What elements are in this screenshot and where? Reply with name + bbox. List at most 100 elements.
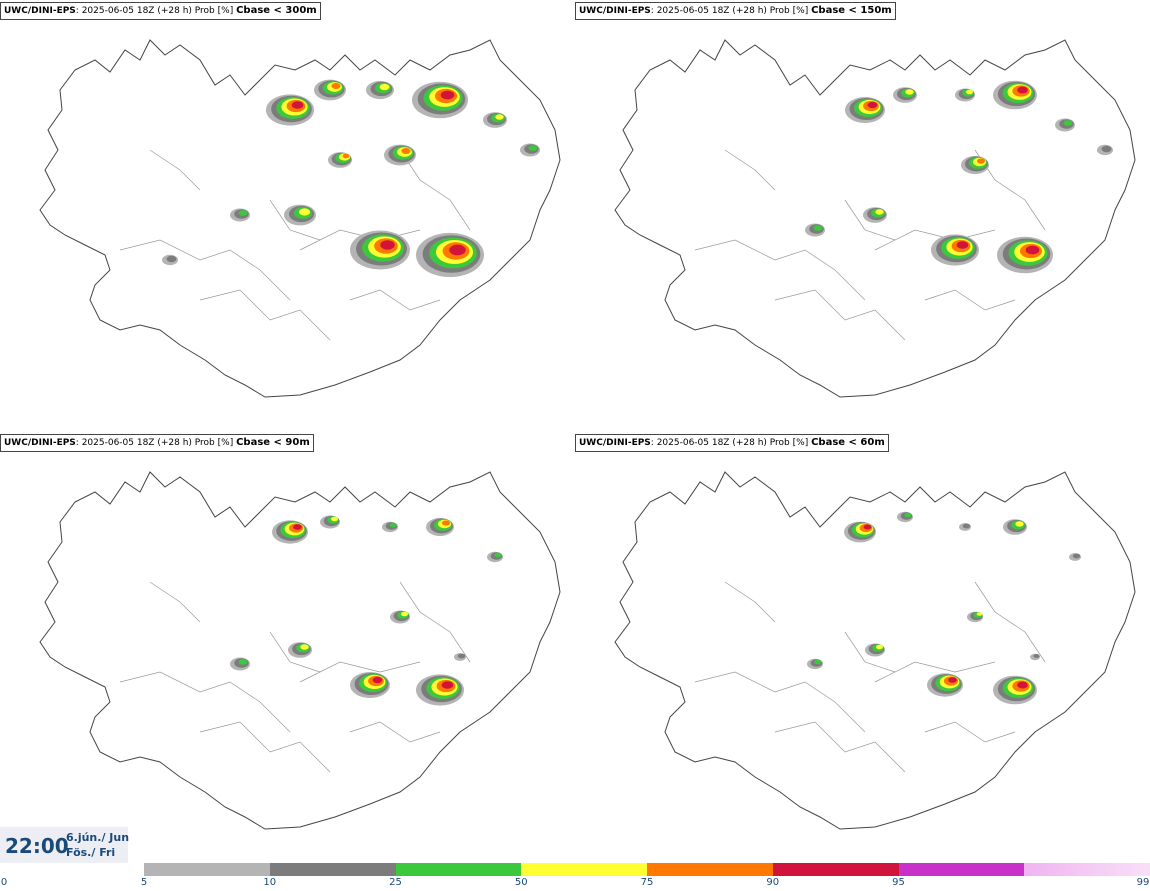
probability-level-3 (494, 552, 502, 558)
probability-level-5 (331, 83, 341, 89)
inland-boundary-2 (199, 721, 331, 773)
probability-area-5 (1069, 553, 1081, 561)
probability-area-11 (1097, 144, 1113, 156)
inland-boundary-6 (149, 149, 201, 191)
valid-date-line1: 6.jún./ Jun (66, 831, 130, 844)
colorbar-tick-label: 99 (1136, 877, 1150, 888)
probability-area-2 (314, 79, 346, 101)
map-panel-2: UWC/DINI-EPS: 2025-06-05 18Z (+28 h) Pro… (575, 0, 1150, 430)
probability-level-5 (977, 158, 985, 164)
probability-level-3 (389, 522, 397, 528)
probability-level-4 (401, 611, 408, 617)
model-name: UWC/DINI-EPS (579, 6, 651, 16)
probability-level-6 (956, 241, 969, 249)
probability-area-9 (927, 673, 963, 697)
probability-level-2 (962, 523, 971, 529)
probability-area-1 (845, 97, 885, 123)
run-info: : 2025-06-05 18Z (+28 h) Prob [%] (650, 6, 809, 16)
probability-level-3 (904, 512, 912, 518)
valid-time: 22:00 (5, 834, 69, 858)
colorbar-tick-label: 95 (892, 877, 905, 888)
probability-level-3 (528, 145, 538, 151)
variable-name: Cbase < 60m (811, 437, 885, 448)
colorbar-segment-8 (1024, 863, 1150, 876)
colorbar-segment-4 (521, 863, 648, 876)
inland-boundary-2 (199, 289, 331, 341)
probability-level-6 (291, 101, 304, 109)
probability-area-5 (483, 112, 507, 128)
probability-area-1 (272, 520, 308, 544)
panel-title: UWC/DINI-EPS: 2025-06-05 18Z (+28 h) Pro… (0, 2, 321, 20)
probability-level-3 (814, 659, 822, 665)
probability-area-1 (844, 521, 876, 543)
variable-name: Cbase < 90m (236, 437, 310, 448)
probability-level-2 (1101, 145, 1112, 153)
probability-level-4 (379, 83, 390, 91)
probability-level-2 (166, 255, 177, 263)
probability-area-6 (384, 144, 416, 166)
probability-area-3 (382, 521, 398, 533)
map-panel-1: UWC/DINI-EPS: 2025-06-05 18Z (+28 h) Pro… (0, 0, 575, 430)
probability-level-4 (331, 516, 338, 522)
colorbar-segment-3 (395, 863, 522, 876)
map-panel-3: UWC/DINI-EPS: 2025-06-05 18Z (+28 h) Pro… (0, 432, 575, 862)
inland-boundary-4 (924, 721, 1016, 743)
inland-boundary-5 (269, 199, 321, 241)
model-name: UWC/DINI-EPS (579, 438, 651, 448)
iceland-map (614, 39, 1136, 398)
probability-level-5 (401, 148, 411, 154)
probability-level-4 (875, 209, 884, 215)
colorbar-tick-label: 50 (514, 877, 528, 888)
probability-level-4 (495, 114, 504, 120)
probability-level-6 (863, 524, 872, 530)
probability-level-4 (876, 644, 883, 650)
panel-title: UWC/DINI-EPS: 2025-06-05 18Z (+28 h) Pro… (0, 434, 314, 452)
probability-area-8 (230, 657, 250, 671)
probability-level-6 (867, 101, 878, 109)
probability-level-2 (457, 653, 466, 659)
probability-area-4 (1003, 519, 1027, 535)
probability-area-9 (931, 234, 979, 266)
probability-area-12 (162, 254, 178, 266)
probability-area-7 (328, 152, 352, 168)
inland-boundary-1 (694, 671, 866, 733)
probability-level-6 (449, 244, 466, 256)
probability-level-6 (441, 681, 454, 689)
probability-level-3 (813, 225, 823, 231)
colorbar-tick-label: 75 (640, 877, 654, 888)
probability-area-2 (320, 515, 340, 529)
colorbar-tick-label: 5 (140, 877, 148, 888)
probability-area-3 (955, 88, 975, 102)
probability-level-6 (1025, 245, 1040, 255)
probability-level-4 (905, 89, 914, 95)
probability-area-2 (893, 87, 917, 103)
inland-boundary-1 (119, 239, 291, 301)
model-name: UWC/DINI-EPS (4, 6, 76, 16)
probability-area-9 (350, 672, 390, 698)
probability-area-4 (412, 81, 468, 119)
probability-area-11 (416, 232, 484, 278)
inland-boundary-7 (399, 149, 471, 231)
inland-boundary-6 (724, 149, 776, 191)
probability-level-6 (440, 90, 455, 100)
inland-boundary-7 (974, 581, 1046, 663)
probability-level-2 (1033, 654, 1040, 658)
probability-level-4 (966, 89, 973, 95)
probability-area-7 (863, 207, 887, 223)
probability-area-6 (967, 611, 983, 623)
probability-area-10 (997, 236, 1053, 274)
colorbar-segment-7 (898, 863, 1025, 876)
probability-area-4 (426, 517, 454, 537)
probability-area-10 (993, 675, 1037, 705)
probability-area-3 (959, 523, 971, 531)
probability-level-6 (293, 524, 302, 530)
colorbar-tick-label: 0 (0, 877, 8, 888)
colorbar-segment-6 (772, 863, 899, 876)
probability-level-4 (1015, 521, 1024, 527)
inland-boundary-6 (724, 581, 776, 623)
probability-area-8 (807, 658, 823, 670)
inland-boundary-4 (924, 289, 1016, 311)
inland-boundary-7 (399, 581, 471, 663)
run-info: : 2025-06-05 18Z (+28 h) Prob [%] (75, 438, 234, 448)
colorbar-segment-1 (144, 863, 271, 876)
